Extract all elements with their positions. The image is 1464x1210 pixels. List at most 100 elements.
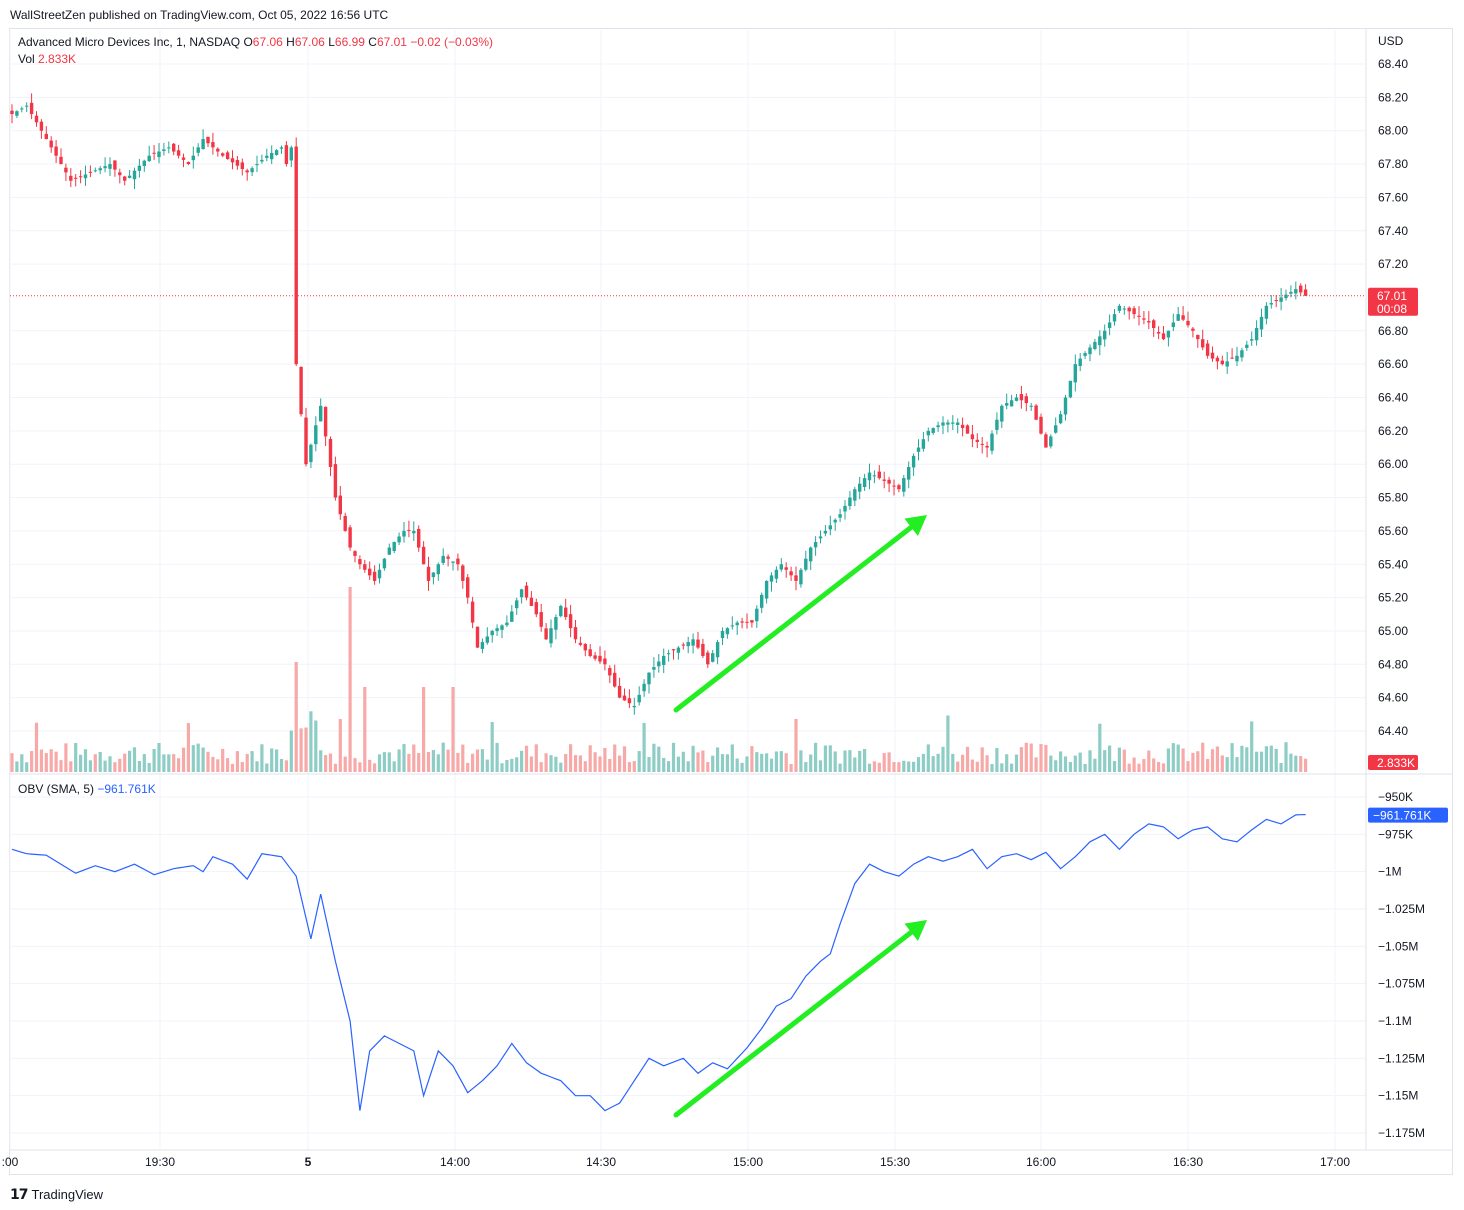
candle xyxy=(647,672,651,694)
candle-body xyxy=(1259,316,1264,330)
obv-label[interactable]: OBV (SMA, 5) xyxy=(18,782,95,796)
high-value: 67.06 xyxy=(294,35,325,49)
candle xyxy=(426,556,431,591)
candle-body xyxy=(1205,343,1210,356)
candle xyxy=(887,476,891,493)
candle-body xyxy=(1127,307,1131,312)
candle xyxy=(299,366,303,417)
candle-body xyxy=(172,143,176,152)
volume-bar xyxy=(1230,743,1234,772)
volume-bar xyxy=(485,759,489,772)
high-label: H xyxy=(286,35,295,49)
candle xyxy=(524,581,529,601)
candle-body xyxy=(358,559,362,565)
volume-bar xyxy=(353,758,357,772)
time-tick-label: 5 xyxy=(305,1155,312,1169)
candle-body xyxy=(755,608,759,622)
candle xyxy=(1166,330,1171,347)
volume-bar xyxy=(181,747,186,772)
candle xyxy=(637,686,641,706)
candle-body xyxy=(265,155,269,158)
volume-bar xyxy=(662,757,666,772)
volume-bar xyxy=(1152,758,1156,772)
candle xyxy=(1019,385,1024,409)
candle xyxy=(392,541,396,554)
candle-body xyxy=(617,685,622,698)
volume-bar xyxy=(304,727,308,772)
candle xyxy=(470,596,475,629)
volume-bar xyxy=(823,745,827,772)
volume-bar xyxy=(402,744,406,772)
candle xyxy=(907,461,911,489)
volume-bar xyxy=(784,753,788,772)
candle xyxy=(784,562,788,578)
candle xyxy=(1103,324,1107,347)
candle xyxy=(740,617,744,629)
price-tick-label: 64.60 xyxy=(1378,691,1408,705)
candle-body xyxy=(284,145,289,165)
volume-bar xyxy=(387,752,391,772)
volume-bar xyxy=(20,754,24,772)
price-tick-label: 66.20 xyxy=(1378,424,1408,438)
candle-body xyxy=(1093,341,1097,349)
candle-body xyxy=(98,168,102,171)
candle xyxy=(417,525,421,552)
obv-tick-label: −1.15M xyxy=(1378,1089,1418,1103)
volume-bar xyxy=(1127,763,1131,772)
candle-body xyxy=(965,425,970,434)
volume-bar xyxy=(1299,756,1303,772)
volume-bar xyxy=(1098,723,1102,772)
volume-label[interactable]: Vol xyxy=(18,52,35,66)
candle xyxy=(466,574,470,604)
volume-bar xyxy=(1264,746,1268,772)
candle xyxy=(1264,302,1269,325)
candle xyxy=(20,106,24,113)
candle-body xyxy=(657,661,661,667)
currency-label: USD xyxy=(1378,34,1404,48)
volume-bar xyxy=(1191,752,1195,772)
candle-body xyxy=(1240,350,1244,358)
volume-bar xyxy=(720,754,725,772)
candle-body xyxy=(372,571,377,581)
candle-body xyxy=(1000,405,1004,422)
candle-body xyxy=(784,567,788,570)
candle-body xyxy=(470,601,475,623)
volume-bar xyxy=(554,756,558,772)
volume-bar xyxy=(299,728,303,772)
candle-body xyxy=(921,439,926,449)
volume-bar xyxy=(1014,754,1019,772)
volume-bar xyxy=(44,753,48,772)
time-tick-label: 16:00 xyxy=(1026,1155,1056,1169)
candle-body xyxy=(1068,380,1073,398)
volume-bar xyxy=(377,754,382,772)
volume-bar xyxy=(995,748,999,772)
candle-body xyxy=(995,419,999,430)
volume-bar xyxy=(1186,761,1190,772)
volume-bar xyxy=(524,745,529,772)
volume-bar xyxy=(1181,748,1185,772)
volume-bar xyxy=(1000,763,1004,772)
candle xyxy=(911,453,916,476)
candle-body xyxy=(333,464,338,498)
candle xyxy=(412,521,416,541)
candle xyxy=(1098,330,1102,356)
candle-body xyxy=(1250,339,1254,341)
volume-bar xyxy=(863,749,867,772)
candle-body xyxy=(510,611,514,622)
candle xyxy=(59,148,63,165)
time-tick-label: 15:30 xyxy=(880,1155,910,1169)
candle-body xyxy=(103,166,107,169)
volume-bar xyxy=(392,761,396,772)
volume-bar xyxy=(191,745,195,772)
candle-body xyxy=(348,527,352,548)
last-price-badge-text: 00:08 xyxy=(1377,302,1407,316)
volume-bar xyxy=(588,745,592,772)
arrow-head xyxy=(904,920,927,941)
symbol-name[interactable]: Advanced Micro Devices Inc, 1, NASDAQ xyxy=(18,35,241,49)
candle-body xyxy=(34,115,39,123)
volume-bar xyxy=(760,753,764,772)
tradingview-logo[interactable]: 𝟭𝟳 TradingView xyxy=(10,1186,103,1203)
volume-bar xyxy=(15,761,19,772)
candle xyxy=(294,137,298,367)
